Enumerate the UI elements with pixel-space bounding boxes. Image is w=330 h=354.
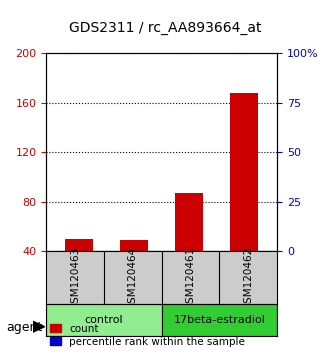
Bar — [162, 304, 277, 336]
Bar — [120, 240, 148, 251]
Text: control: control — [84, 315, 123, 325]
Bar — [46, 304, 162, 336]
Text: GSM120461: GSM120461 — [185, 246, 196, 309]
Text: GSM120463: GSM120463 — [70, 246, 80, 309]
Text: 17beta-estradiol: 17beta-estradiol — [174, 315, 265, 325]
Polygon shape — [33, 321, 45, 332]
Bar — [230, 93, 258, 251]
Text: GSM120464: GSM120464 — [128, 246, 138, 309]
Text: GSM120462: GSM120462 — [243, 246, 253, 309]
Text: GDS2311 / rc_AA893664_at: GDS2311 / rc_AA893664_at — [69, 21, 261, 35]
Text: agent: agent — [7, 321, 43, 334]
Bar — [176, 193, 203, 251]
Bar — [65, 239, 93, 251]
Legend: count, percentile rank within the sample: count, percentile rank within the sample — [48, 321, 247, 349]
